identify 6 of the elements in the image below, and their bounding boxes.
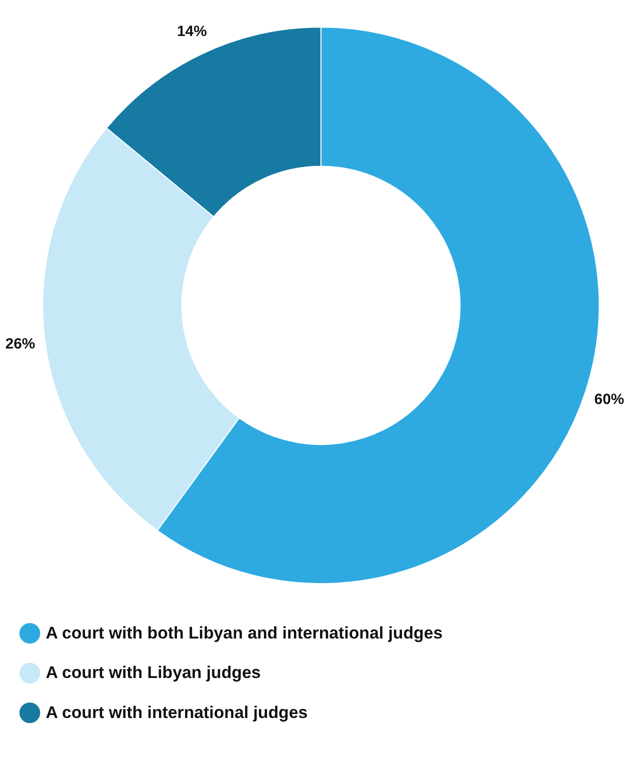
legend-label: A court with international judges	[46, 702, 308, 722]
legend-label: A court with Libyan judges	[46, 663, 261, 682]
data-label: 26%	[5, 336, 36, 352]
legend-label: A court with both Libyan and international judges	[46, 623, 443, 642]
data-label: 14%	[177, 24, 207, 40]
data-label: 60%	[594, 392, 624, 408]
